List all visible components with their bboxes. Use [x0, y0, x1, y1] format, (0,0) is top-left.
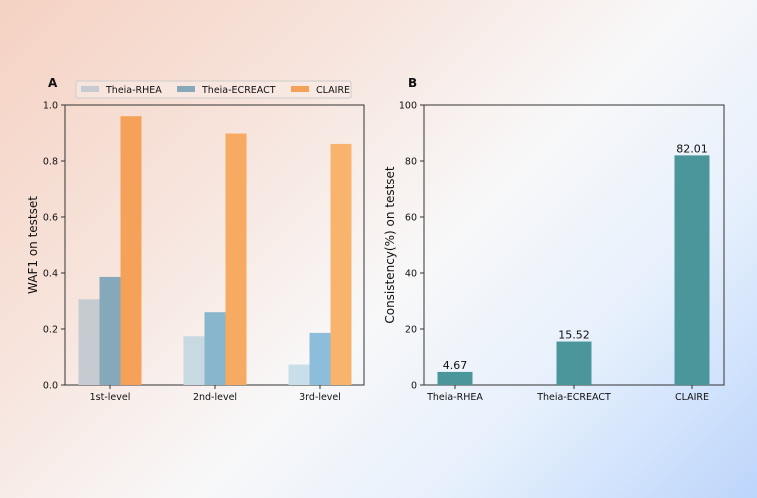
panel-label-b: B	[408, 76, 417, 90]
chart-b: 0 20 40 60 80 100 Consistency(%) on testset 4.6…	[383, 101, 725, 403]
data-label: 15.52	[558, 329, 590, 342]
y-axis-label: WAF1 on testset	[26, 196, 40, 294]
y-tick-label: 60	[405, 213, 417, 224]
x-tick-label: 2nd-level	[193, 392, 237, 403]
y-axis-label: Consistency(%) on testset	[383, 166, 397, 324]
bar-theia-rhea-1st-level	[78, 299, 100, 385]
chart-a: 0.0 0.2 0.4 0.6 0.8 1.0 WAF1 on testset 1st-lev…	[26, 80, 365, 403]
legend-label: Theia-RHEA	[105, 85, 162, 96]
bar-theia-ecreact-2nd-level	[204, 312, 226, 385]
panel-label-a: A	[48, 76, 58, 90]
legend: Theia-RHEA Theia-ECREACT CLAIRE	[75, 80, 352, 99]
bar-Theia-RHEA	[437, 371, 473, 385]
y-tick-label: 0	[411, 381, 417, 392]
legend-swatch	[177, 86, 195, 92]
y-tick-label: 0.8	[43, 157, 58, 168]
bar-theia-ecreact-1st-level	[99, 276, 121, 385]
x-tick-label: 3rd-level	[299, 392, 341, 403]
bar-claire-1st-level	[120, 116, 142, 385]
x-tick-label: Theia-RHEA	[426, 392, 483, 403]
x-tick-label: Theia-ECREACT	[536, 392, 611, 403]
y-tick-label: 100	[399, 101, 417, 112]
y-tick-label: 1.0	[43, 101, 58, 112]
y-tick-label: 80	[405, 157, 417, 168]
bar-theia-rhea-2nd-level	[183, 336, 205, 385]
bar-Theia-ECREACT	[556, 341, 592, 385]
bar-CLAIRE	[674, 155, 710, 385]
legend-label: CLAIRE	[316, 85, 350, 96]
bar-claire-2nd-level	[225, 133, 247, 385]
data-label: 4.67	[443, 359, 468, 372]
data-label: 82.01	[676, 142, 708, 155]
bar-theia-ecreact-3rd-level	[309, 332, 331, 385]
y-tick-label: 20	[405, 325, 417, 336]
bar-claire-3rd-level	[330, 143, 352, 385]
legend-label: Theia-ECREACT	[201, 85, 276, 96]
y-tick-label: 0.4	[43, 269, 58, 280]
y-tick-label: 0.6	[43, 213, 58, 224]
x-tick-label: CLAIRE	[675, 392, 709, 403]
legend-swatch	[291, 86, 309, 92]
bar-theia-rhea-3rd-level	[288, 364, 310, 385]
y-tick-label: 0.0	[43, 381, 58, 392]
y-tick-label: 40	[405, 269, 417, 280]
x-tick-label: 1st-level	[90, 392, 131, 403]
y-tick-label: 0.2	[43, 325, 58, 336]
legend-frame	[75, 80, 352, 99]
legend-swatch	[81, 86, 99, 92]
